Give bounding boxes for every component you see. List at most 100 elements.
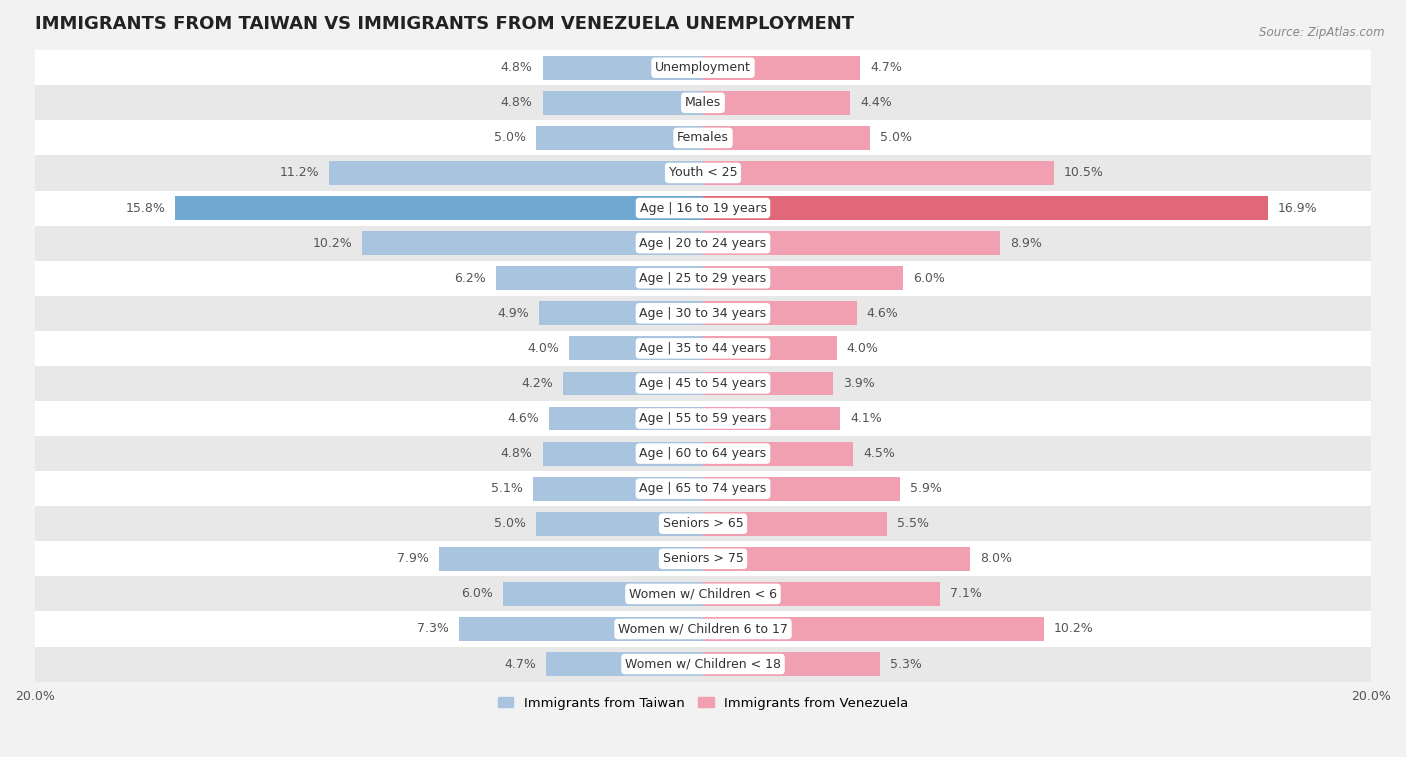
Text: 7.3%: 7.3% <box>418 622 449 635</box>
Bar <box>460 617 703 641</box>
Bar <box>363 231 703 255</box>
Text: Age | 60 to 64 years: Age | 60 to 64 years <box>640 447 766 460</box>
Bar <box>35 401 1371 436</box>
Text: 5.3%: 5.3% <box>890 658 922 671</box>
Text: 6.0%: 6.0% <box>914 272 945 285</box>
Bar <box>35 296 1371 331</box>
Bar <box>35 366 1371 401</box>
Text: Age | 25 to 29 years: Age | 25 to 29 years <box>640 272 766 285</box>
Text: Unemployment: Unemployment <box>655 61 751 74</box>
Bar <box>35 226 1371 260</box>
Bar <box>533 477 703 500</box>
Bar <box>703 231 1000 255</box>
Bar <box>502 582 703 606</box>
Text: 4.9%: 4.9% <box>498 307 529 319</box>
Text: 5.5%: 5.5% <box>897 517 929 530</box>
Text: 16.9%: 16.9% <box>1278 201 1317 214</box>
Text: Age | 65 to 74 years: Age | 65 to 74 years <box>640 482 766 495</box>
Text: 4.7%: 4.7% <box>505 658 536 671</box>
Text: 4.8%: 4.8% <box>501 447 533 460</box>
Text: 5.1%: 5.1% <box>491 482 523 495</box>
Text: Age | 30 to 34 years: Age | 30 to 34 years <box>640 307 766 319</box>
Text: 6.2%: 6.2% <box>454 272 486 285</box>
Bar <box>703 372 834 395</box>
Bar <box>35 612 1371 646</box>
Bar <box>546 652 703 676</box>
Text: 4.8%: 4.8% <box>501 61 533 74</box>
Text: 5.0%: 5.0% <box>494 132 526 145</box>
Bar <box>540 301 703 326</box>
Text: 10.5%: 10.5% <box>1064 167 1104 179</box>
Bar <box>703 266 904 290</box>
Text: 4.2%: 4.2% <box>522 377 553 390</box>
Bar <box>35 471 1371 506</box>
Bar <box>703 547 970 571</box>
Bar <box>703 652 880 676</box>
Text: 11.2%: 11.2% <box>280 167 319 179</box>
Bar <box>35 260 1371 296</box>
Bar <box>35 576 1371 612</box>
Text: 15.8%: 15.8% <box>125 201 166 214</box>
Bar <box>35 155 1371 191</box>
Bar <box>35 120 1371 155</box>
Text: 4.6%: 4.6% <box>508 412 540 425</box>
Text: IMMIGRANTS FROM TAIWAN VS IMMIGRANTS FROM VENEZUELA UNEMPLOYMENT: IMMIGRANTS FROM TAIWAN VS IMMIGRANTS FRO… <box>35 15 853 33</box>
Bar <box>543 56 703 79</box>
Text: Age | 16 to 19 years: Age | 16 to 19 years <box>640 201 766 214</box>
Bar <box>703 196 1268 220</box>
Bar <box>543 91 703 115</box>
Text: 4.7%: 4.7% <box>870 61 901 74</box>
Bar <box>35 50 1371 86</box>
Text: 4.1%: 4.1% <box>851 412 882 425</box>
Text: Youth < 25: Youth < 25 <box>669 167 737 179</box>
Text: 3.9%: 3.9% <box>844 377 875 390</box>
Legend: Immigrants from Taiwan, Immigrants from Venezuela: Immigrants from Taiwan, Immigrants from … <box>492 691 914 715</box>
Bar <box>550 407 703 431</box>
Bar <box>703 161 1053 185</box>
Text: Age | 45 to 54 years: Age | 45 to 54 years <box>640 377 766 390</box>
Bar <box>35 86 1371 120</box>
Bar <box>35 436 1371 471</box>
Bar <box>703 441 853 466</box>
Text: 7.9%: 7.9% <box>398 553 429 565</box>
Text: 5.0%: 5.0% <box>494 517 526 530</box>
Text: Age | 35 to 44 years: Age | 35 to 44 years <box>640 342 766 355</box>
Bar <box>569 336 703 360</box>
Bar <box>439 547 703 571</box>
Text: 10.2%: 10.2% <box>1053 622 1094 635</box>
Text: Seniors > 75: Seniors > 75 <box>662 553 744 565</box>
Text: Source: ZipAtlas.com: Source: ZipAtlas.com <box>1260 26 1385 39</box>
Bar <box>703 617 1043 641</box>
Bar <box>35 331 1371 366</box>
Text: 7.1%: 7.1% <box>950 587 981 600</box>
Bar <box>703 512 887 536</box>
Text: 8.9%: 8.9% <box>1011 237 1042 250</box>
Text: 10.2%: 10.2% <box>312 237 353 250</box>
Text: 8.0%: 8.0% <box>980 553 1012 565</box>
Text: 5.9%: 5.9% <box>910 482 942 495</box>
Bar <box>703 126 870 150</box>
Text: Seniors > 65: Seniors > 65 <box>662 517 744 530</box>
Bar <box>496 266 703 290</box>
Text: 4.0%: 4.0% <box>527 342 560 355</box>
Bar <box>536 512 703 536</box>
Bar <box>176 196 703 220</box>
Text: 4.8%: 4.8% <box>501 96 533 109</box>
Bar <box>35 191 1371 226</box>
Text: 6.0%: 6.0% <box>461 587 492 600</box>
Bar <box>35 541 1371 576</box>
Text: Females: Females <box>678 132 728 145</box>
Text: Age | 20 to 24 years: Age | 20 to 24 years <box>640 237 766 250</box>
Bar <box>543 441 703 466</box>
Text: Women w/ Children < 6: Women w/ Children < 6 <box>628 587 778 600</box>
Text: 4.4%: 4.4% <box>860 96 891 109</box>
Text: Women w/ Children < 18: Women w/ Children < 18 <box>626 658 780 671</box>
Bar <box>703 56 860 79</box>
Text: Males: Males <box>685 96 721 109</box>
Bar <box>703 407 839 431</box>
Bar <box>703 582 941 606</box>
Text: Women w/ Children 6 to 17: Women w/ Children 6 to 17 <box>619 622 787 635</box>
Text: Age | 55 to 59 years: Age | 55 to 59 years <box>640 412 766 425</box>
Bar <box>536 126 703 150</box>
Bar <box>35 506 1371 541</box>
